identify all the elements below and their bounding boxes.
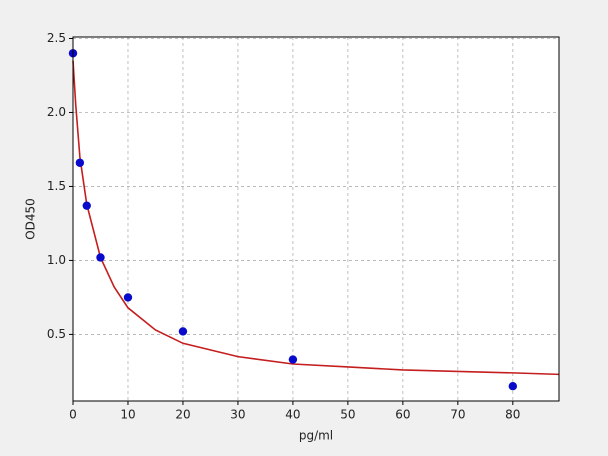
y-axis-label: OD450 — [24, 198, 38, 240]
data-point — [508, 382, 518, 391]
x-tick-label: 30 — [230, 408, 245, 422]
data-point — [96, 253, 105, 262]
x-tick-label: 10 — [120, 408, 135, 422]
x-tick-label: 60 — [395, 408, 410, 422]
x-tick-label: 50 — [340, 408, 355, 422]
x-axis-label: pg/ml — [299, 429, 333, 443]
y-tick-label: 2.0 — [47, 105, 66, 119]
y-tick-label: 1.5 — [47, 179, 66, 193]
data-point — [75, 158, 85, 167]
data-point — [288, 355, 298, 364]
y-tick-label: 0.5 — [47, 327, 66, 341]
plot-area — [73, 37, 559, 401]
data-point — [82, 201, 91, 210]
x-tick-label: 70 — [450, 408, 465, 422]
x-tick-label: 20 — [175, 408, 190, 422]
x-tick-label: 40 — [285, 408, 300, 422]
y-tick-label: 1.0 — [47, 253, 66, 267]
plot-frame — [72, 36, 560, 402]
x-tick-label: 80 — [505, 408, 520, 422]
fit-curve — [72, 60, 560, 376]
x-tick-label: 0 — [69, 408, 77, 422]
data-point — [123, 293, 133, 302]
y-tick-label: 2.5 — [47, 31, 66, 45]
data-point — [178, 327, 188, 336]
